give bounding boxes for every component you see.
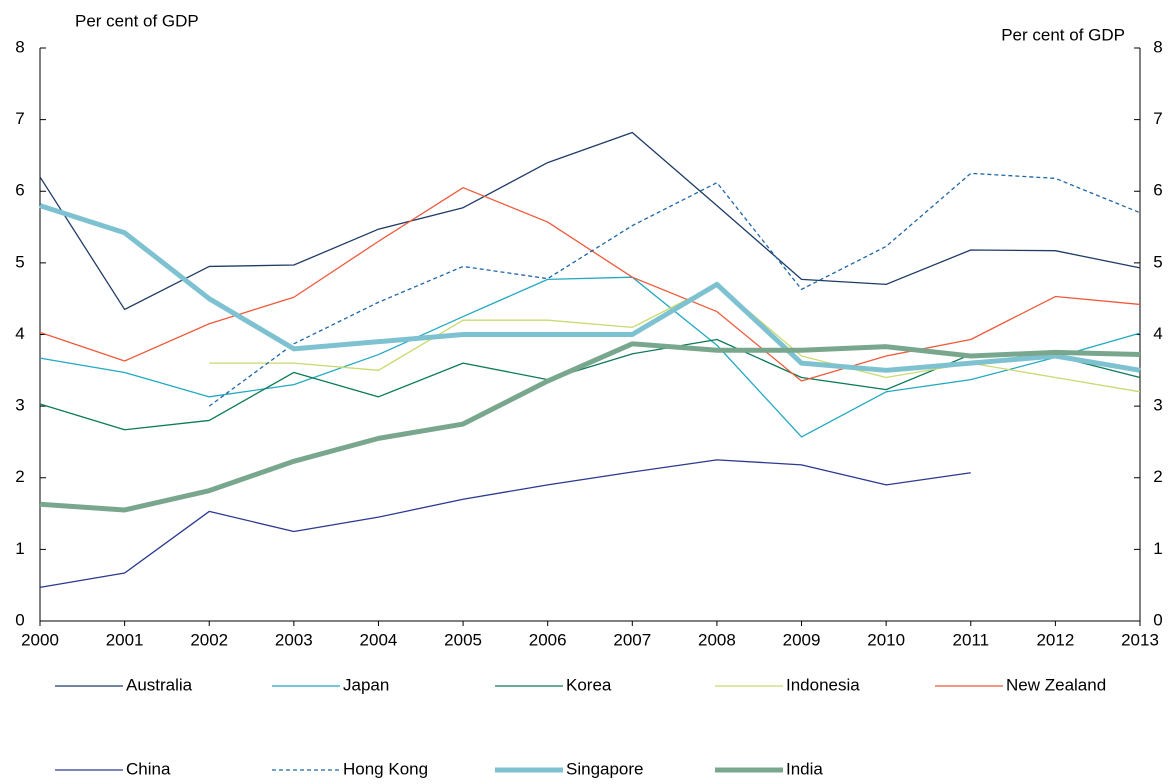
y-tick-label: 1 xyxy=(15,539,24,558)
x-tick-label: 2004 xyxy=(360,630,398,649)
legend-label: New Zealand xyxy=(1006,675,1106,694)
series-line xyxy=(39,131,1141,311)
x-tick-label: 2012 xyxy=(1036,630,1074,649)
y2-tick-label: 8 xyxy=(1153,37,1162,56)
series-line xyxy=(39,203,1141,373)
x-tick-label: 2011 xyxy=(952,630,989,649)
legend-label: Indonesia xyxy=(786,675,860,694)
y2-tick-label: 6 xyxy=(1153,181,1162,200)
x-tick-label: 2007 xyxy=(613,630,651,649)
x-tick-label: 2010 xyxy=(867,630,905,649)
y2-tick-label: 3 xyxy=(1153,396,1162,415)
x-tick-label: 2002 xyxy=(190,630,228,649)
x-tick-label: 2013 xyxy=(1121,630,1159,649)
y2-tick-label: 5 xyxy=(1153,252,1162,271)
legend-label: Singapore xyxy=(566,759,644,778)
y2-axis-label: Per cent of GDP xyxy=(1001,25,1125,44)
legend-label: Japan xyxy=(343,675,389,694)
y2-tick-label: 0 xyxy=(1153,610,1162,629)
x-tick-label: 2008 xyxy=(698,630,736,649)
x-tick-label: 2003 xyxy=(275,630,313,649)
series-line xyxy=(39,338,1141,431)
series-line xyxy=(39,187,1141,382)
legend-label: India xyxy=(786,759,823,778)
y-tick-label: 0 xyxy=(15,610,24,629)
x-tick-label: 2006 xyxy=(529,630,567,649)
y-tick-label: 6 xyxy=(15,181,24,200)
y2-tick-label: 4 xyxy=(1153,324,1162,343)
y-tick-label: 8 xyxy=(15,37,24,56)
y-tick-label: 5 xyxy=(15,252,24,271)
x-tick-label: 2009 xyxy=(783,630,821,649)
y-tick-label: 4 xyxy=(15,324,24,343)
x-tick-label: 2000 xyxy=(21,630,59,649)
x-tick-label: 2005 xyxy=(444,630,482,649)
series-line xyxy=(39,341,1141,513)
y-tick-label: 7 xyxy=(15,109,24,128)
legend-label: Hong Kong xyxy=(343,759,428,778)
y-tick-label: 3 xyxy=(15,396,24,415)
series-line xyxy=(209,283,1141,393)
legend-label: Korea xyxy=(566,675,612,694)
y2-tick-label: 1 xyxy=(1153,539,1162,558)
y-tick-label: 2 xyxy=(15,467,24,486)
legend-label: Australia xyxy=(126,675,193,694)
y2-tick-label: 2 xyxy=(1153,467,1162,486)
legend-label: China xyxy=(126,759,171,778)
series-line xyxy=(208,172,1141,407)
y2-tick-label: 7 xyxy=(1153,109,1162,128)
series-line xyxy=(39,276,1141,438)
x-tick-label: 2001 xyxy=(106,630,144,649)
series-line xyxy=(39,459,971,588)
y-axis-label: Per cent of GDP xyxy=(75,11,199,30)
